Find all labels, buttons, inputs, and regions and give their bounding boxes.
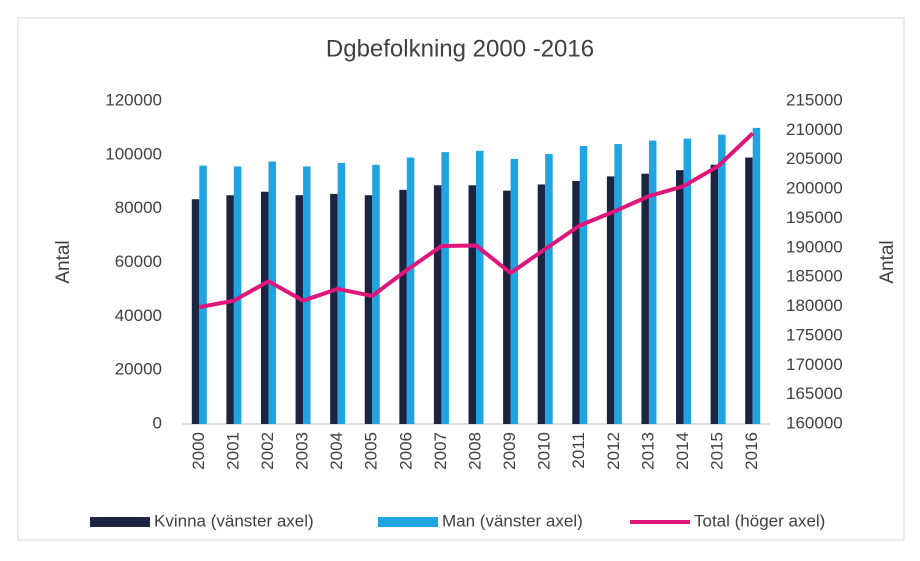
bar bbox=[337, 162, 346, 425]
y2-tick-label: 205000 bbox=[786, 149, 843, 168]
x-tick-label: 2014 bbox=[673, 432, 692, 470]
y2-tick-label: 165000 bbox=[786, 384, 843, 403]
bar bbox=[503, 190, 511, 424]
x-tick-label: 2011 bbox=[569, 432, 588, 469]
x-tick-label: 2006 bbox=[396, 432, 415, 470]
legend-label: Man (vänster axel) bbox=[442, 511, 583, 530]
y2-tick-label: 200000 bbox=[786, 179, 843, 198]
y2-tick-label: 190000 bbox=[786, 237, 843, 256]
bar bbox=[226, 195, 234, 424]
y-tick-label: 60000 bbox=[115, 252, 162, 271]
x-tick-label: 2002 bbox=[258, 432, 277, 470]
bar bbox=[614, 144, 622, 425]
legend-label: Total (höger axel) bbox=[694, 511, 825, 530]
bar bbox=[399, 189, 407, 424]
bar bbox=[510, 158, 519, 424]
bar bbox=[191, 199, 200, 424]
legend-swatch bbox=[378, 517, 438, 527]
bar bbox=[537, 184, 546, 424]
y2-tick-label: 210000 bbox=[786, 120, 843, 139]
bar bbox=[406, 157, 415, 424]
bar bbox=[233, 166, 242, 424]
y-tick-label: 20000 bbox=[115, 360, 162, 379]
y2-tick-label: 180000 bbox=[786, 296, 843, 315]
bar bbox=[606, 176, 615, 424]
y-tick-label: 40000 bbox=[115, 306, 162, 325]
bar bbox=[295, 195, 304, 424]
y-tick-label: 100000 bbox=[105, 144, 162, 163]
bar bbox=[676, 170, 684, 424]
legend-label: Kvinna (vänster axel) bbox=[154, 511, 314, 530]
y2-tick-label: 160000 bbox=[786, 413, 843, 432]
bar bbox=[468, 185, 476, 424]
x-tick-label: 2016 bbox=[742, 432, 761, 470]
x-tick-label: 2000 bbox=[189, 432, 208, 470]
y2-tick-label: 215000 bbox=[786, 90, 843, 109]
chart-title: Dgbefolkning 2000 -2016 bbox=[326, 35, 594, 62]
y-tick-label: 0 bbox=[153, 413, 162, 432]
bar bbox=[683, 138, 692, 424]
bar bbox=[433, 185, 442, 424]
bar bbox=[648, 140, 657, 424]
bar bbox=[199, 165, 207, 424]
legend-swatch bbox=[90, 517, 150, 527]
bar bbox=[330, 193, 338, 424]
y2-tick-label: 175000 bbox=[786, 325, 843, 344]
bar bbox=[641, 173, 649, 424]
bar bbox=[710, 164, 719, 425]
y-tick-label: 120000 bbox=[105, 90, 162, 109]
x-tick-label: 2007 bbox=[431, 432, 450, 470]
y-tick-label: 80000 bbox=[115, 198, 162, 217]
x-tick-label: 2008 bbox=[465, 432, 484, 470]
line-series bbox=[198, 131, 755, 310]
bar bbox=[752, 127, 761, 425]
bar bbox=[718, 134, 726, 425]
bar bbox=[260, 191, 269, 424]
y-axis-label: Antal bbox=[53, 240, 74, 283]
bar bbox=[441, 152, 449, 424]
bar bbox=[572, 180, 580, 424]
x-tick-label: 2009 bbox=[500, 432, 519, 470]
x-tick-label: 2010 bbox=[535, 432, 554, 470]
bar bbox=[745, 157, 753, 424]
y2-tick-label: 170000 bbox=[786, 355, 843, 374]
x-tick-label: 2013 bbox=[638, 432, 657, 470]
bar bbox=[545, 154, 553, 425]
x-tick-label: 2003 bbox=[293, 432, 312, 470]
y2-tick-label: 195000 bbox=[786, 208, 843, 227]
x-tick-label: 2015 bbox=[708, 432, 727, 470]
bar bbox=[364, 195, 373, 424]
x-tick-label: 2001 bbox=[223, 432, 242, 470]
bar bbox=[303, 166, 311, 424]
x-tick-label: 2005 bbox=[362, 432, 381, 470]
bar bbox=[268, 161, 276, 424]
bar bbox=[579, 145, 588, 424]
bar bbox=[476, 150, 484, 424]
y2-axis-label: Antal bbox=[877, 240, 898, 283]
x-tick-label: 2004 bbox=[327, 432, 346, 470]
y2-tick-label: 185000 bbox=[786, 267, 843, 286]
x-tick-label: 2012 bbox=[604, 432, 623, 470]
